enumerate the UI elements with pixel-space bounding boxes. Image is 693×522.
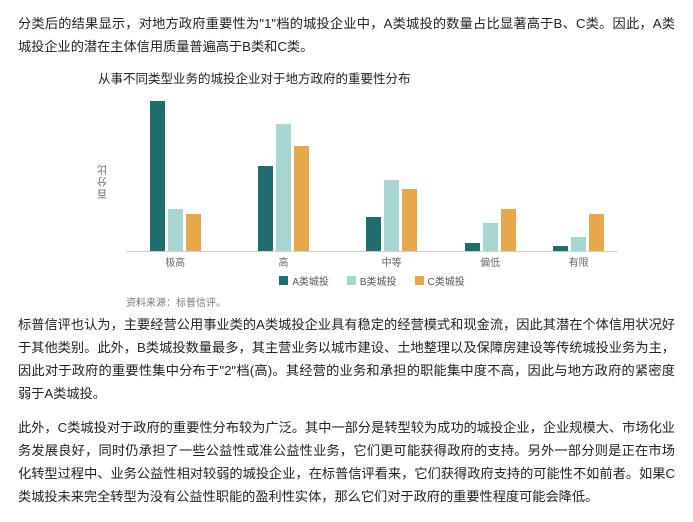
bar [384, 180, 399, 251]
bar [186, 214, 201, 251]
bar [589, 214, 604, 251]
bar [150, 101, 165, 251]
bar [483, 223, 498, 251]
x-tick-label: 有限 [569, 254, 589, 269]
bar-group [366, 180, 417, 251]
bar [258, 166, 273, 251]
bar [571, 237, 586, 251]
legend-label: A类城投 [292, 273, 329, 288]
bar [402, 189, 417, 251]
x-axis-labels: 极高 高 中等 偏低 有限 [126, 253, 618, 269]
paragraph-2: 标普信评也认为，主要经营公用事业类的A类城投企业具有稳定的经营模式和现金流，因此… [18, 313, 675, 405]
document-page: 分类后的结果显示，对地方政府重要性为"1"档的城投企业中，A类城投的数量占比显著… [0, 0, 693, 522]
x-tick-label: 极高 [165, 254, 185, 269]
bar [294, 146, 309, 251]
legend-item: B类城投 [347, 273, 397, 288]
x-tick-label: 偏低 [480, 254, 500, 269]
bar-group [553, 214, 604, 251]
importance-distribution-chart: 从事不同类型业务的城投企业对于地方政府的重要性分布 百分比 极高高中等偏低有限 … [98, 68, 618, 309]
chart-legend: A类城投 B类城投 C类城投 [126, 273, 618, 288]
chart-plot-area: 百分比 极高高中等偏低有限 [126, 95, 618, 267]
bar-group [258, 124, 309, 252]
y-axis-label: 百分比 [97, 163, 112, 199]
legend-swatch [279, 276, 288, 285]
paragraph-1: 分类后的结果显示，对地方政府重要性为"1"档的城投企业中，A类城投的数量占比显著… [18, 12, 675, 58]
bar [168, 209, 183, 252]
bar [366, 217, 381, 251]
bar-group [465, 209, 516, 252]
legend-label: B类城投 [360, 273, 397, 288]
bar [553, 246, 568, 252]
bar [465, 243, 480, 252]
legend-swatch [415, 276, 424, 285]
x-tick-label: 中等 [382, 254, 402, 269]
bar [501, 209, 516, 252]
bar-group [150, 101, 201, 251]
chart-plot [126, 95, 618, 252]
chart-source: 资料来源：标普信评。 [126, 294, 618, 309]
legend-item: C类城投 [415, 273, 465, 288]
legend-swatch [347, 276, 356, 285]
paragraph-3: 此外，C类城投对于政府的重要性分布较为广泛。其中一部分是转型较为成功的城投企业，… [18, 416, 675, 508]
chart-title: 从事不同类型业务的城投企业对于地方政府的重要性分布 [98, 68, 618, 87]
legend-item: A类城投 [279, 273, 329, 288]
x-tick-label: 高 [278, 254, 288, 269]
legend-label: C类城投 [428, 273, 465, 288]
bar [276, 124, 291, 252]
